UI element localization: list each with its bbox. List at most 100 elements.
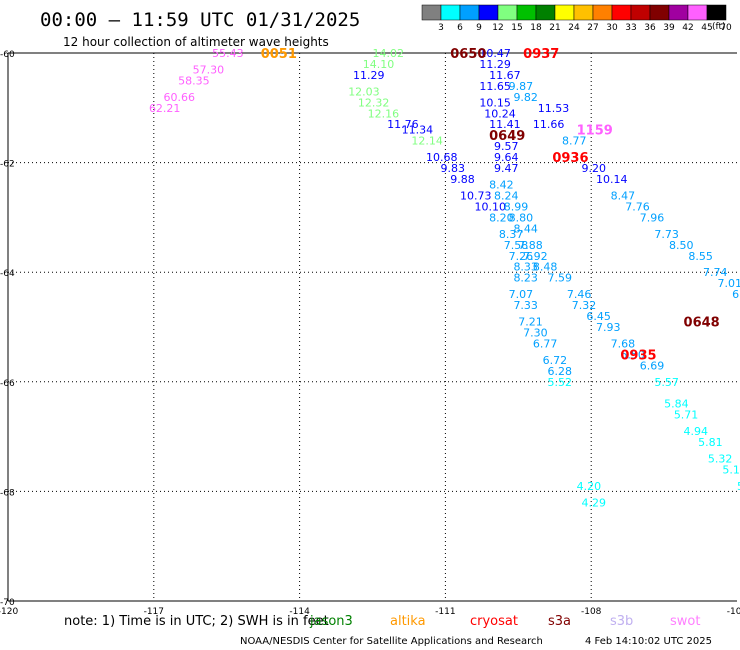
wave-height-value: 8.48	[533, 261, 558, 274]
wave-height-value: 7.01	[718, 277, 740, 290]
longitude-label: -117	[144, 607, 164, 617]
wave-height-value: 12.16	[368, 107, 400, 120]
wave-height-value: 6.45	[586, 310, 611, 323]
wave-height-value: 11.29	[353, 69, 385, 82]
wave-height-value: 7.92	[523, 250, 548, 263]
wave-height-value: 10.15	[479, 96, 511, 109]
latitude-label: -66	[0, 379, 15, 389]
wave-height-value: 8.42	[489, 179, 514, 192]
wave-height-value: 5.61	[737, 480, 740, 493]
colorbar-legend: 3 6 9 12 15 18 21 24 27 30 33 36 39 42 45 70	[421, 4, 732, 33]
longitude-labels: -120 -117 -114 -111 -108 -105	[0, 607, 740, 617]
wave-height-value: 55.43	[212, 47, 244, 60]
pass-time-label: 0935	[620, 348, 656, 363]
wave-height-value: 8.50	[669, 239, 694, 252]
lat-lon-grid	[8, 53, 737, 601]
wave-height-value: 11.67	[489, 69, 521, 82]
footer-credit: NOAA/NESDIS Center for Satellite Applica…	[240, 636, 543, 647]
wave-height-value: 6.50	[620, 348, 645, 361]
wave-height-value: 7.74	[703, 266, 728, 279]
wave-height-value: 12.03	[348, 85, 380, 98]
pass-time-label: 0051	[261, 47, 297, 62]
latitude-label: -64	[0, 269, 15, 279]
wave-height-value: 11.65	[479, 80, 511, 93]
wave-height-value: 6.72	[543, 354, 568, 367]
longitude-label: -105	[727, 607, 740, 617]
wave-height-value: 8.55	[688, 250, 713, 263]
colorbar-swatch	[611, 4, 632, 21]
wave-height-value: 6.28	[547, 365, 572, 378]
page-subtitle: 12 hour collection of altimeter wave hei…	[63, 35, 329, 49]
wave-height-value: 7.68	[611, 337, 636, 350]
wave-height-value: 5.32	[708, 453, 733, 466]
longitude-label: -108	[581, 607, 602, 617]
latitude-labels: -60 -62 -64 -66 -68 -70	[0, 50, 15, 608]
colorbar-tick-label: 3	[438, 23, 444, 33]
wave-height-value: 14.10	[363, 58, 395, 71]
colorbar-swatch	[649, 4, 670, 21]
wave-height-value: 5.57	[654, 376, 679, 389]
colorbar-tick-label: 42	[682, 23, 693, 33]
wave-height-value: 6.92	[732, 288, 740, 301]
wave-height-value: 5.84	[664, 398, 689, 411]
wave-height-value: 7.58	[504, 239, 528, 252]
wave-height-value: 7.59	[547, 272, 572, 285]
colorbar-swatch	[459, 4, 480, 21]
colorbar-tick-label: 30	[606, 23, 618, 33]
colorbar-tick-label: 27	[587, 23, 598, 33]
colorbar-swatch	[516, 4, 537, 21]
wave-height-value: 8.99	[504, 200, 528, 213]
plot-frame	[7, 52, 737, 602]
wave-height-value: 11.53	[538, 102, 570, 115]
wave-height-value: 62.21	[149, 102, 181, 115]
wave-height-value: 11.34	[402, 124, 434, 137]
colorbar-tick-label: 9	[476, 23, 482, 33]
colorbar-swatch	[497, 4, 518, 21]
wave-height-value: 7.93	[596, 321, 621, 334]
colorbar-tick-label: 39	[663, 23, 675, 33]
colorbar-unit: (ft)	[712, 22, 726, 32]
wave-height-value: 8.24	[494, 189, 519, 202]
satellite-legend-entry: s3b	[610, 614, 633, 629]
colorbar-swatch	[478, 4, 499, 21]
pass-time-label: 0937	[523, 47, 559, 62]
wave-height-value: 8.80	[509, 211, 533, 224]
colorbar-swatch	[573, 4, 594, 21]
wave-height-value: 58.35	[178, 74, 210, 87]
colorbar-tick-label: 18	[530, 23, 542, 33]
longitude-label: -114	[289, 607, 310, 617]
wave-height-value: 9.83	[441, 162, 466, 175]
wave-height-value: 7.32	[572, 299, 597, 312]
wave-height-value: 7.33	[513, 299, 538, 312]
wave-height-value: 4.20	[577, 480, 602, 493]
wave-height-value: 5.71	[674, 409, 699, 422]
wave-height-value: 11.66	[533, 118, 565, 131]
wave-height-value: 8.33	[513, 261, 538, 274]
wave-height-value: 12.32	[358, 96, 390, 109]
latitude-label: -68	[0, 488, 15, 498]
colorbar-swatch	[535, 4, 556, 21]
units-note: note: 1) Time is in UTC; 2) SWH is in fe…	[64, 614, 329, 629]
wave-height-value: 60.66	[164, 91, 196, 104]
wave-height-value: 4.94	[684, 425, 709, 438]
colorbar-tick-label: 15	[511, 23, 522, 33]
wave-height-value: 7.21	[518, 316, 543, 329]
colorbar-swatch	[554, 4, 575, 21]
wave-height-value: 8.47	[611, 189, 636, 202]
wave-height-value: 14.02	[373, 47, 405, 60]
wave-height-value: 10.24	[484, 107, 516, 120]
wave-height-value: 9.87	[509, 80, 533, 93]
wave-height-value: 9.47	[494, 162, 519, 175]
pass-time-label: 0648	[684, 316, 720, 331]
wave-height-value: 7.07	[509, 288, 533, 301]
wave-height-value: 7.26	[509, 250, 533, 263]
colorbar-swatch	[687, 4, 708, 21]
latitude-label: -62	[0, 160, 15, 170]
longitude-label: -111	[435, 607, 455, 617]
wave-height-value: 9.88	[450, 173, 475, 186]
latitude-label: -60	[0, 50, 15, 60]
wave-height-value: 6.77	[533, 337, 558, 350]
wave-height-value: 8.44	[513, 222, 538, 235]
longitude-label: -120	[0, 607, 18, 617]
